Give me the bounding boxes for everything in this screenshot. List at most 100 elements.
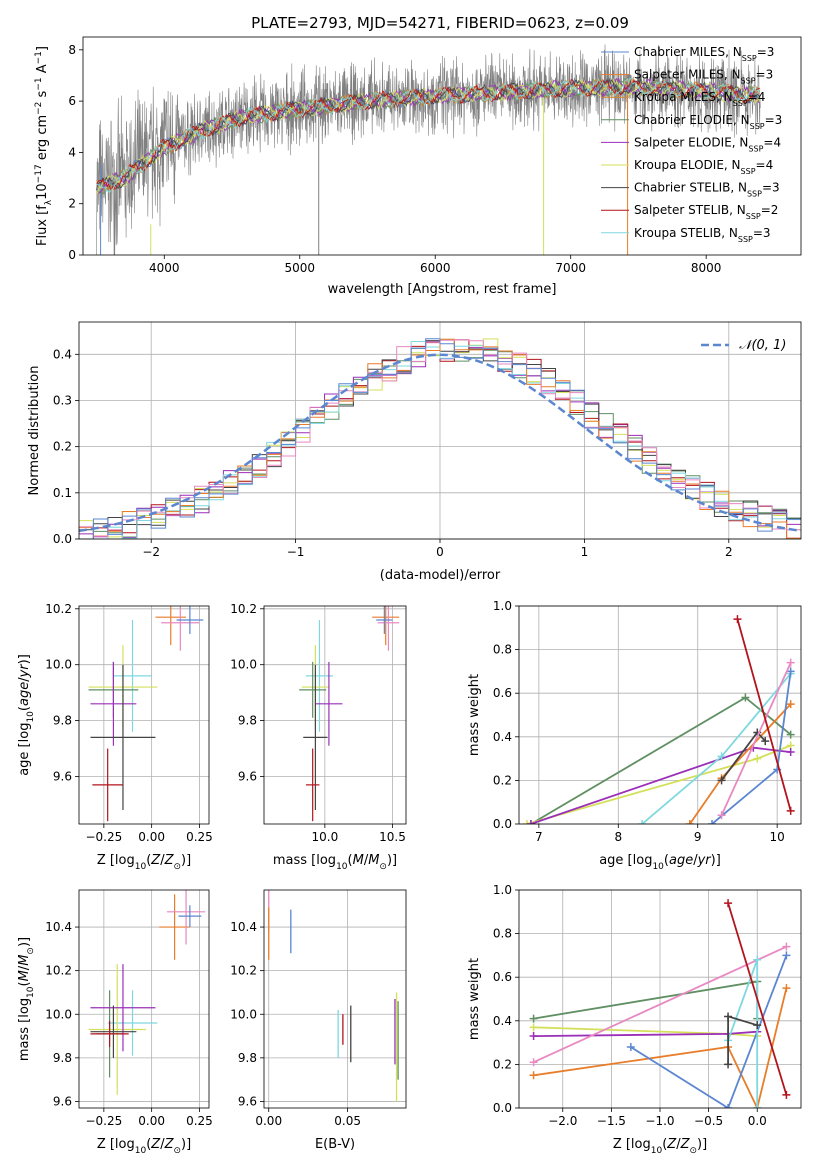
legend-entry: Salpeter STELIB, NSSP=2 — [634, 203, 778, 221]
legend-n: =4 — [748, 90, 766, 104]
y-tick-label: 10.2 — [45, 602, 72, 616]
y-label-part: −1 — [34, 51, 44, 64]
age_vs_Z-frame — [78, 605, 210, 825]
weight-marker — [717, 811, 726, 820]
legend-name: Salpeter STELIB, N — [634, 203, 746, 217]
age_vs_Z-axes: −0.25 0.00 0.259.69.810.010.2Z [log10(Z/Z⊙… — [17, 602, 213, 872]
y-tick-label: 9.6 — [238, 1094, 257, 1108]
mass_vs_Z-axes: −0.25 0.00 0.259.69.810.010.210.4Z [log10(… — [17, 889, 213, 1156]
y-axis-label: Normed distribution — [27, 366, 42, 496]
spectrum-axes: 4000 5000 6000 7000 8000 0 2 4 6 8 Chabrier MILES,… — [34, 36, 802, 297]
label-part: Z — [164, 853, 175, 868]
weight_vs_age-plot-area — [522, 615, 795, 824]
label-part: Z — [150, 853, 161, 868]
legend-name: Kroupa STELIB, N — [634, 226, 738, 240]
normal-curve — [79, 353, 801, 533]
model-kroupa-stelib — [96, 77, 761, 193]
y-axis-label: mass weight — [467, 958, 482, 1040]
weight-marker — [529, 1014, 538, 1023]
spectrum-plot-area — [96, 44, 761, 255]
x-tick-label: −1.5 — [597, 1114, 626, 1128]
y-tick-label: 9.6 — [53, 769, 72, 783]
x-tick-label: 0.25 — [186, 1114, 213, 1128]
weight-marker — [782, 984, 791, 993]
label-part: 10 — [336, 862, 348, 872]
y-tick-label: 9.6 — [238, 769, 257, 783]
label-part: ⊙ — [26, 947, 36, 955]
label-part: 10 — [651, 1146, 663, 1156]
y-label-part: −17 — [34, 164, 44, 183]
x-tick-label: 0.00 — [138, 1114, 165, 1128]
model-chabrier-elodie — [96, 78, 761, 195]
weight_vs_age-axes: 7 8 9 10 0.0 0.2 0.4 0.6 0.8 1.0 mass weight age [l… — [467, 599, 802, 872]
x-axis-label: age [log10(age/yr)] — [599, 853, 721, 872]
residuals-plot-area — [79, 338, 801, 539]
x-tick-label: 0.0 — [748, 1114, 767, 1128]
x-axis-label: Z [log10(Z/Z⊙)] — [97, 1137, 191, 1156]
age_vs_mass-plot-area — [299, 606, 400, 822]
x-tick-label: 0.00 — [138, 830, 165, 844]
x-tick-label: 1 — [581, 545, 589, 559]
label-part: mass [log — [273, 853, 336, 868]
x-tick-label: −0.25 — [85, 1114, 122, 1128]
x-axis-label: mass [log10(M/M⊙)] — [273, 853, 397, 872]
x-tick-label: 0.25 — [186, 830, 213, 844]
y-tick-label: 10.0 — [230, 658, 257, 672]
weight-marker — [717, 752, 726, 761]
legend-entry: 𝒩(0, 1) — [739, 338, 786, 353]
y-tick-label: 0.2 — [53, 440, 72, 454]
y-tick-label: 0.0 — [53, 532, 72, 546]
label-part: ( — [664, 853, 669, 868]
x-tick-label: 2 — [725, 545, 733, 559]
y-tick-label: 0.4 — [493, 1014, 512, 1028]
y-tick-label: 9.8 — [238, 1051, 257, 1065]
label-part: / — [160, 853, 165, 868]
x-tick-label: −2 — [142, 545, 160, 559]
legend-sub: SSP — [750, 121, 765, 130]
figure-title: PLATE=2793, MJD=54271, FIBERID=0623, z=0… — [251, 14, 629, 32]
y-tick-label: 0.8 — [493, 643, 512, 657]
age_vs_Z-plot-area — [88, 606, 204, 822]
model-salpeter-miles — [96, 77, 761, 191]
weight-marker — [782, 1090, 791, 1099]
weight-marker — [529, 1032, 538, 1041]
label-part: ⊙ — [173, 1146, 181, 1156]
label-part: M — [353, 853, 364, 868]
model-kroupa-elodie — [96, 78, 761, 195]
label-part: age [log — [17, 723, 32, 776]
y-tick-label: 9.8 — [53, 1051, 72, 1065]
weight-line — [727, 902, 788, 1096]
y-tick-label: 9.8 — [53, 714, 72, 728]
weight-marker — [733, 615, 742, 624]
x-tick-label: 0 — [436, 545, 444, 559]
y-tick-label: 1.0 — [493, 883, 512, 897]
y-tick-label: 9.6 — [53, 1094, 72, 1108]
x-tick-label: 10 — [770, 830, 785, 844]
legend-name: Salpeter ELODIE, N — [634, 135, 748, 149]
label-part: )] — [17, 937, 32, 947]
weight-marker — [708, 820, 717, 824]
legend-entry: Chabrier STELIB, NSSP=3 — [634, 181, 780, 199]
label-part: age — [669, 853, 693, 868]
mass_vs_ebv-frame — [263, 889, 407, 1109]
x-tick-label: 6000 — [420, 261, 451, 275]
label-part: / — [693, 853, 698, 868]
legend-n: =3 — [756, 68, 774, 82]
x-tick-label: −0.25 — [85, 830, 122, 844]
weight_vs_age-frame — [518, 605, 802, 825]
x-tick-label: 8 — [614, 830, 622, 844]
legend-entry: Chabrier ELODIE, NSSP=3 — [634, 113, 782, 131]
y-label-part: ] — [35, 46, 50, 51]
weight_vs_Z-axes: −2.0 −1.5 −1.0 −0.5 0.0 0.0 0.2 0.4 0.6 0.8 1.0 mas… — [467, 883, 802, 1156]
weight-marker — [724, 1104, 733, 1108]
y-tick-label: 10.2 — [45, 964, 72, 978]
label-part: ⊙ — [379, 862, 387, 872]
x-axis-label: Z [log10(Z/Z⊙)] — [97, 853, 191, 872]
weight-marker — [724, 899, 733, 908]
label-part: / — [17, 965, 32, 970]
y-tick-label: 2 — [68, 197, 76, 211]
label-part: / — [364, 853, 369, 868]
x-axis-label: (data-model)/error — [380, 568, 501, 583]
